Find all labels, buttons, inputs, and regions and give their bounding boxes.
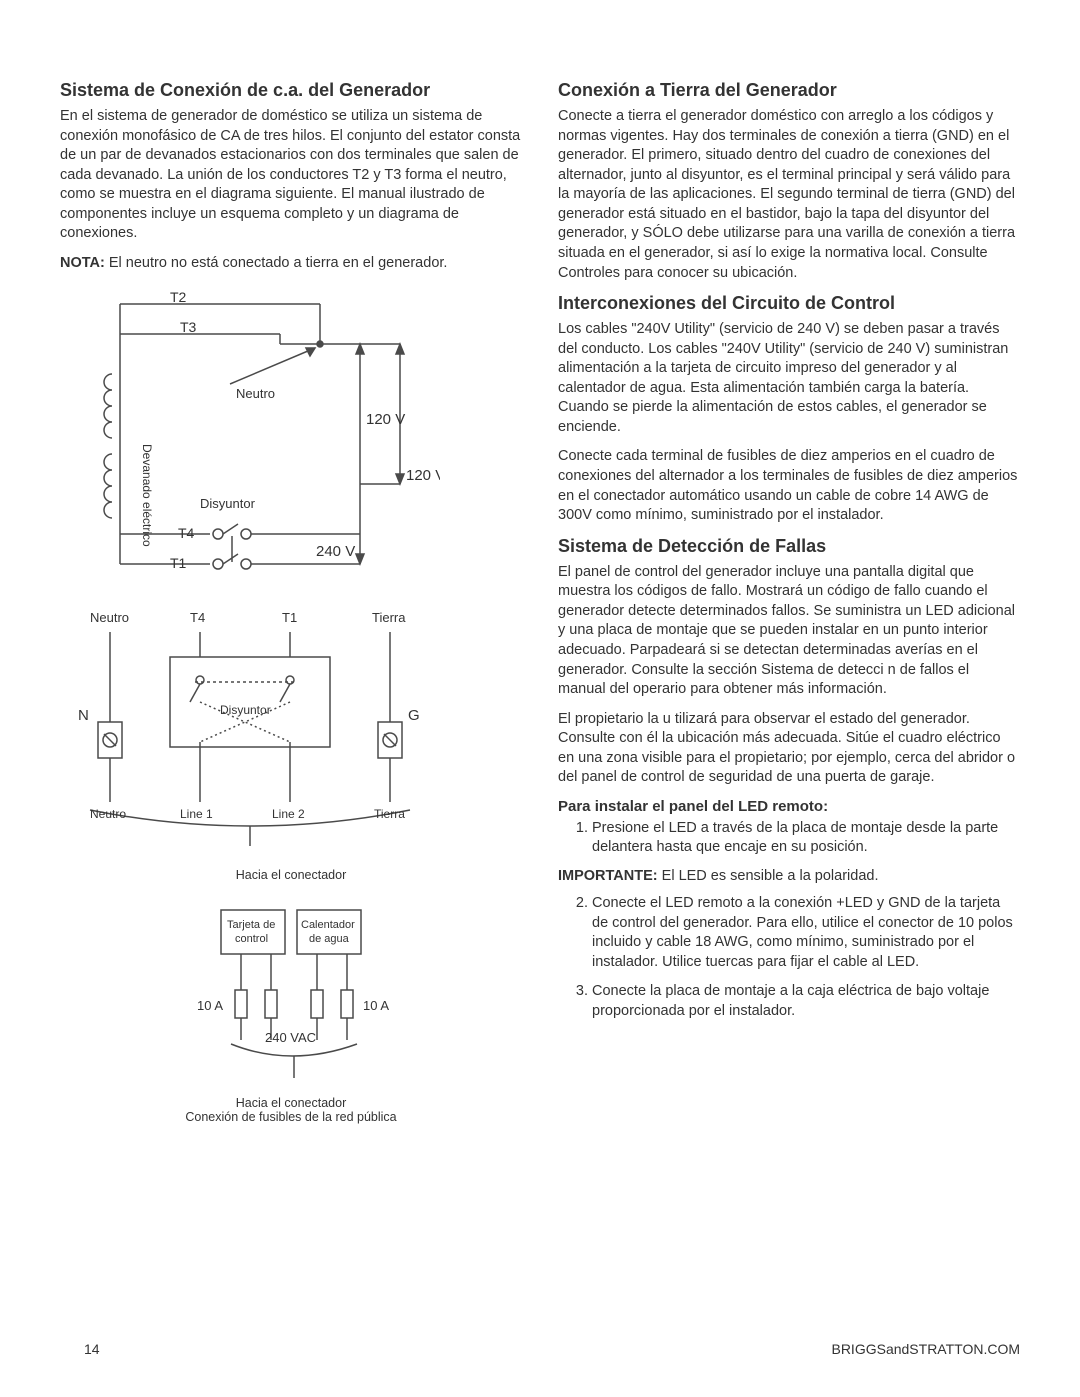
label-120v-b: 120 V xyxy=(406,467,440,484)
lbl-tierra-b: Tierra xyxy=(374,807,405,821)
label-devanado: Devanado eléctrico xyxy=(140,444,154,547)
para-interconexiones-2: Conecte cada terminal de fusibles de die… xyxy=(558,447,1020,525)
label-t2: T2 xyxy=(170,289,187,305)
figure-connector-diagram: Neutro T4 T1 Tierra N G Disyuntor Neutro… xyxy=(60,602,522,882)
step-3: Conecte la placa de montaje a la caja el… xyxy=(592,982,1020,1021)
heading-interconexiones: Interconexiones del Circuito de Control xyxy=(558,293,1020,314)
fig3-cap2: Conexión de fusibles de la red pública xyxy=(60,1110,522,1124)
svg-text:control: control xyxy=(235,933,268,945)
svg-text:Tarjeta de: Tarjeta de xyxy=(227,919,275,931)
para-interconexiones-1: Los cables "240V Utility" (servicio de 2… xyxy=(558,320,1020,437)
steps-list-2: Conecte el LED remoto a la conexión +LED… xyxy=(558,894,1020,1021)
figure-fuse-diagram: Tarjeta de control Calentador de agua 10… xyxy=(60,900,522,1124)
lbl-n: N xyxy=(78,707,89,724)
step-1: Presione el LED a través de la placa de … xyxy=(592,819,1020,858)
page-body: Sistema de Conexión de c.a. del Generado… xyxy=(60,80,1020,1142)
lbl-10a-r: 10 A xyxy=(363,998,389,1013)
heading-conexion-tierra: Conexión a Tierra del Generador xyxy=(558,80,1020,101)
lbl-line2: Line 2 xyxy=(272,807,305,821)
svg-text:de agua: de agua xyxy=(309,933,350,945)
label-t4: T4 xyxy=(178,525,195,541)
heading-instalar-led: Para instalar el panel del LED remoto: xyxy=(558,798,1020,815)
left-column: Sistema de Conexión de c.a. del Generado… xyxy=(60,80,522,1142)
page-footer: 14 BRIGGSandSTRATTON.COM xyxy=(84,1341,1020,1357)
lbl-line1: Line 1 xyxy=(180,807,213,821)
lbl-240vac: 240 VAC xyxy=(265,1030,316,1045)
note-neutro: NOTA: El neutro no está conectado a tier… xyxy=(60,254,522,274)
para-sistema-conexion: En el sistema de generador de doméstico … xyxy=(60,107,522,244)
label-120v-a: 120 V xyxy=(366,411,405,428)
lbl-tierra-top: Tierra xyxy=(372,610,406,625)
important-label: IMPORTANTE: xyxy=(558,868,658,884)
figure-stator-diagram: T2 T3 T4 T1 Neutro Disyuntor Devanado el… xyxy=(60,284,522,584)
important-note: IMPORTANTE: El LED es sensible a la pola… xyxy=(558,868,1020,884)
lbl-t1: T1 xyxy=(282,610,297,625)
para-deteccion-1: El panel de control del generador incluy… xyxy=(558,563,1020,700)
heading-deteccion-fallas: Sistema de Detección de Fallas xyxy=(558,536,1020,557)
lbl-neutro-b: Neutro xyxy=(90,807,126,821)
heading-sistema-conexion: Sistema de Conexión de c.a. del Generado… xyxy=(60,80,522,101)
page-number: 14 xyxy=(84,1341,100,1357)
lbl-10a-l: 10 A xyxy=(197,998,223,1013)
label-disyuntor: Disyuntor xyxy=(200,496,256,511)
label-240v: 240 V xyxy=(316,543,355,560)
footer-brand: BRIGGSandSTRATTON.COM xyxy=(831,1341,1020,1357)
right-column: Conexión a Tierra del Generador Conecte … xyxy=(558,80,1020,1142)
lbl-g: G xyxy=(408,707,420,724)
fig3-caption: Hacia el conectador Conexión de fusibles… xyxy=(60,1096,522,1124)
fig3-cap1: Hacia el conectador xyxy=(236,1096,346,1110)
para-deteccion-2: El propietario la u tilizará para observ… xyxy=(558,710,1020,788)
lbl-disyuntor2: Disyuntor xyxy=(220,703,271,717)
step-2: Conecte el LED remoto a la conexión +LED… xyxy=(592,894,1020,972)
fig2-caption: Hacia el conectador xyxy=(60,868,522,882)
lbl-neutro-top: Neutro xyxy=(90,610,129,625)
note-label: NOTA: xyxy=(60,255,105,271)
important-text: El LED es sensible a la polaridad. xyxy=(658,868,879,884)
steps-list-1: Presione el LED a través de la placa de … xyxy=(558,819,1020,858)
label-t1: T1 xyxy=(170,555,187,571)
note-text: El neutro no está conectado a tierra en … xyxy=(105,255,448,271)
label-neutro: Neutro xyxy=(236,386,275,401)
label-t3: T3 xyxy=(180,319,197,335)
lbl-t4: T4 xyxy=(190,610,205,625)
para-conexion-tierra: Conecte a tierra el generador doméstico … xyxy=(558,107,1020,283)
svg-text:Calentador: Calentador xyxy=(301,919,355,931)
